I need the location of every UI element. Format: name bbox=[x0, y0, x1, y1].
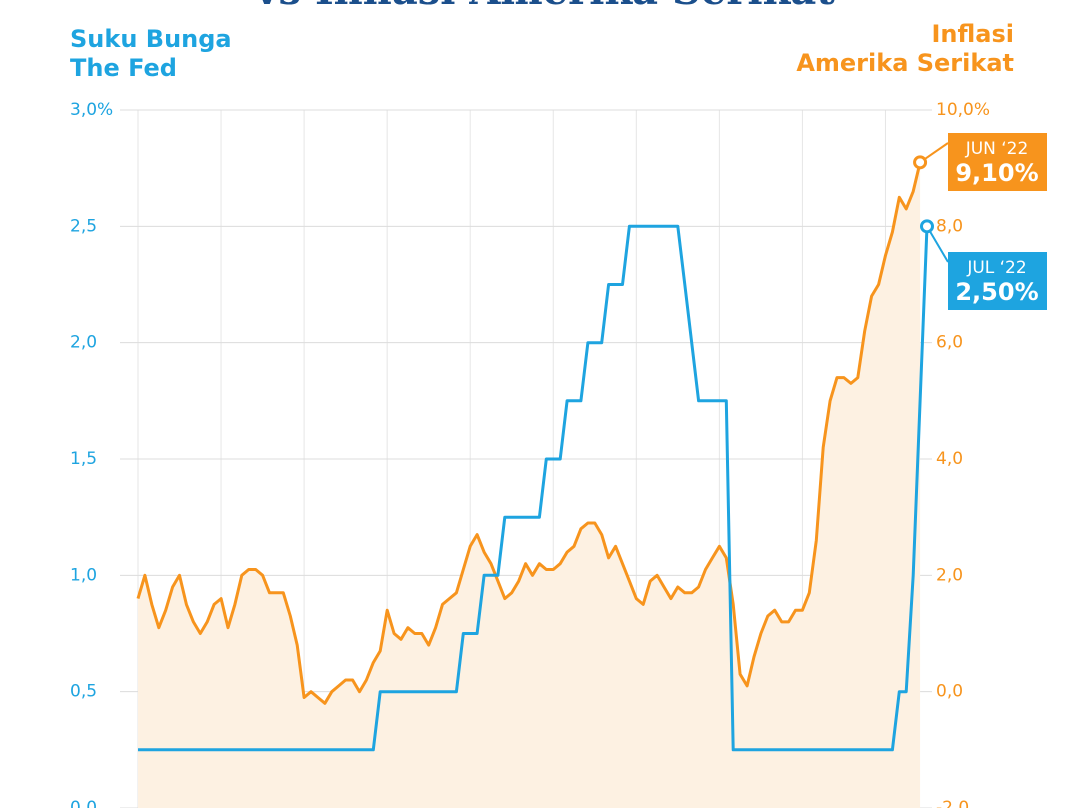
y-tick-label: 3,0% bbox=[70, 100, 113, 120]
y-tick-label: 1,0 bbox=[70, 565, 97, 585]
callout-value: 9,10% bbox=[955, 159, 1038, 187]
y2-tick-label: 10,0% bbox=[936, 100, 990, 120]
y2-tick-label: 4,0 bbox=[936, 449, 963, 469]
y-axis-title: Suku Bunga bbox=[70, 25, 232, 53]
y-tick-label: 2,0 bbox=[70, 333, 97, 353]
area bbox=[138, 162, 921, 808]
end-marker bbox=[913, 155, 928, 170]
end-marker bbox=[920, 219, 934, 234]
y-tick-label: 2,5 bbox=[70, 216, 97, 236]
y-tick-label: 0,0 bbox=[70, 798, 97, 808]
line bbox=[138, 224, 929, 752]
callout-box bbox=[948, 252, 1047, 310]
y2-axis-title: Amerika Serikat bbox=[796, 49, 1014, 77]
callout-date: JUN ‘22 bbox=[965, 139, 1029, 159]
callout-date: JUL ‘22 bbox=[966, 258, 1026, 278]
callout-value: 2,50% bbox=[955, 278, 1038, 306]
y-axis-title: The Fed bbox=[70, 54, 177, 82]
chart-title: vs Inflasi Amerika Serikat bbox=[254, 0, 835, 14]
y-tick-label: 1,5 bbox=[70, 449, 97, 469]
y2-tick-label: 0,0 bbox=[936, 682, 963, 702]
callout-box bbox=[948, 133, 1047, 191]
y2-tick-label: 8,0 bbox=[936, 216, 963, 236]
y2-tick-label: 6,0 bbox=[936, 333, 963, 353]
y2-axis-title: Inflasi bbox=[931, 20, 1014, 48]
y2-tick-label: 2,0 bbox=[936, 565, 963, 585]
y-tick-label: 0,5 bbox=[70, 682, 97, 702]
line bbox=[136, 162, 922, 705]
y2-tick-label: -2,0 bbox=[936, 798, 969, 808]
